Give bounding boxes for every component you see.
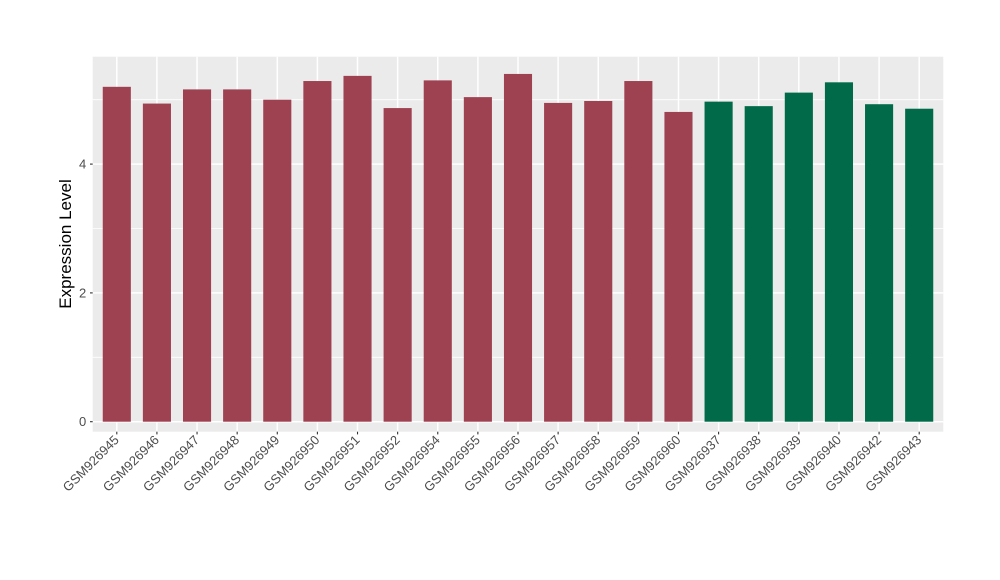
bar-GSM926937: [704, 101, 733, 422]
bar-GSM926956: [503, 73, 533, 422]
bar-GSM926952: [383, 108, 412, 422]
bar-GSM926946: [142, 103, 171, 422]
bar-GSM926951: [343, 75, 372, 422]
bar-GSM926938: [744, 106, 773, 422]
bar-GSM926954: [423, 80, 452, 422]
bar-GSM926955: [463, 97, 492, 422]
bar-GSM926939: [784, 92, 813, 422]
y-axis-title: Expression Level: [56, 179, 75, 309]
bar-GSM926950: [303, 81, 332, 422]
bar-GSM926958: [584, 100, 613, 422]
bar-GSM926943: [905, 108, 934, 422]
bar-GSM926959: [624, 81, 653, 422]
bar-GSM926957: [544, 102, 573, 422]
bar-GSM926960: [664, 111, 693, 422]
bar-GSM926949: [263, 99, 292, 422]
bar-GSM926942: [865, 104, 894, 422]
bar-GSM926940: [824, 82, 854, 422]
bar-GSM926945: [102, 86, 131, 422]
y-tick-label: 4: [79, 157, 86, 172]
y-tick-label: 0: [79, 414, 86, 429]
bar-GSM926947: [182, 89, 212, 422]
bar-GSM926948: [223, 89, 252, 422]
y-tick-label: 2: [79, 285, 86, 300]
